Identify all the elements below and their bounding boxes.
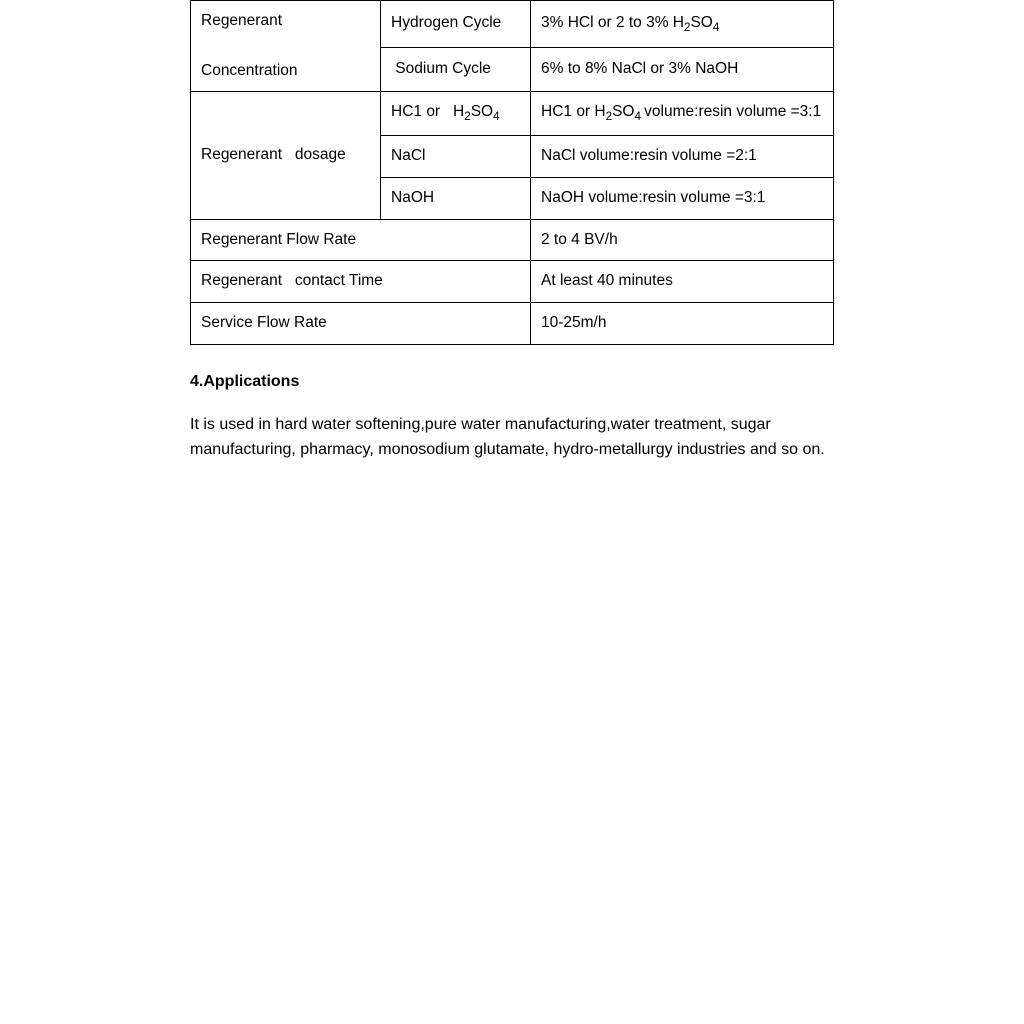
applications-body-text: It is used in hard water softening,pure … xyxy=(190,413,834,463)
table-row: Service Flow Rate 10-25m/h xyxy=(191,303,834,345)
table-row: RegenerantConcentration Hydrogen Cycle 3… xyxy=(191,1,834,48)
cell-naoh-value: NaOH volume:resin volume =3:1 xyxy=(531,177,834,219)
cell-regenerant-dosage-label: Regenerant dosage xyxy=(191,92,381,219)
cell-service-flow-rate-value: 10-25m/h xyxy=(531,303,834,345)
spec-table: RegenerantConcentration Hydrogen Cycle 3… xyxy=(190,0,834,345)
cell-sodium-cycle-label: Sodium Cycle xyxy=(381,47,531,92)
applications-heading: 4.Applications xyxy=(190,373,834,391)
table-row: Regenerant Flow Rate 2 to 4 BV/h xyxy=(191,219,834,261)
document-page: RegenerantConcentration Hydrogen Cycle 3… xyxy=(0,0,1024,463)
cell-nacl-value: NaCl volume:resin volume =2:1 xyxy=(531,136,834,178)
cell-regenerant-concentration-label: RegenerantConcentration xyxy=(191,1,381,92)
cell-regenerant-contact-time-value: At least 40 minutes xyxy=(531,261,834,303)
table-row: Regenerant contact Time At least 40 minu… xyxy=(191,261,834,303)
cell-nacl-label: NaCl xyxy=(381,136,531,178)
cell-naoh-label: NaOH xyxy=(381,177,531,219)
cell-hydrogen-cycle-value: 3% HCl or 2 to 3% H2SO4 xyxy=(531,1,834,48)
cell-hcl-h2so4-value: HC1 or H2SO4 volume:resin volume =3:1 xyxy=(531,92,834,136)
cell-sodium-cycle-value: 6% to 8% NaCl or 3% NaOH xyxy=(531,47,834,92)
table-row: Regenerant dosage HC1 or H2SO4 HC1 or H2… xyxy=(191,92,834,136)
cell-hcl-h2so4-label: HC1 or H2SO4 xyxy=(381,92,531,136)
cell-service-flow-rate-label: Service Flow Rate xyxy=(191,303,531,345)
cell-hydrogen-cycle-label: Hydrogen Cycle xyxy=(381,1,531,48)
cell-regenerant-flow-rate-value: 2 to 4 BV/h xyxy=(531,219,834,261)
cell-regenerant-flow-rate-label: Regenerant Flow Rate xyxy=(191,219,531,261)
cell-regenerant-contact-time-label: Regenerant contact Time xyxy=(191,261,531,303)
